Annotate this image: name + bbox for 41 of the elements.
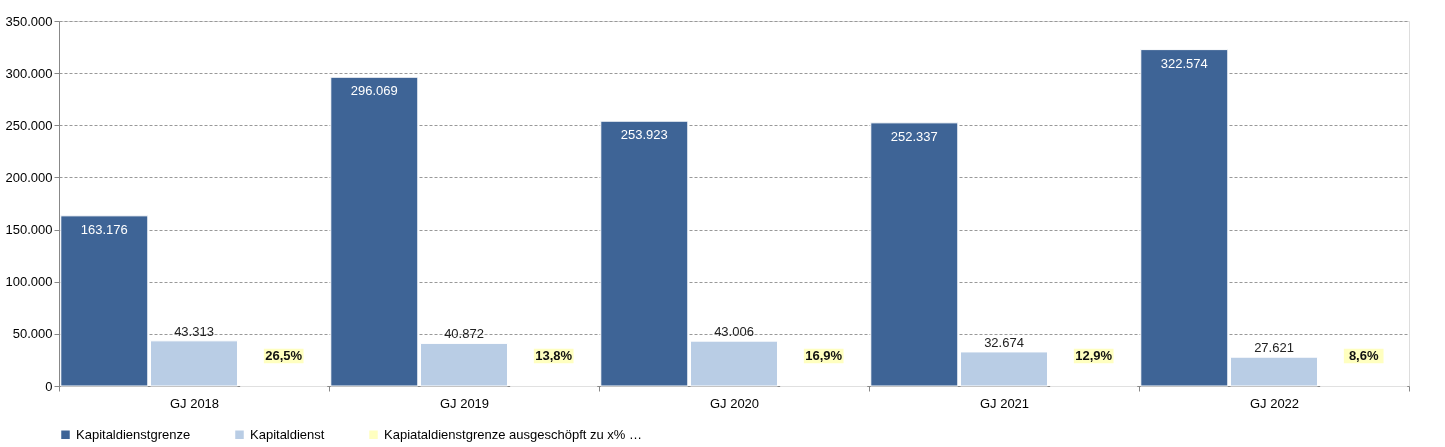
data-label: 40.872 <box>444 326 484 342</box>
bar <box>960 351 1048 387</box>
y-tick-label: 100.000 <box>5 274 53 290</box>
x-tick-label: GJ 2020 <box>709 395 760 411</box>
data-label: 13,8% <box>535 347 573 363</box>
y-tick-label: 300.000 <box>5 65 53 81</box>
y-tick-label: 150.000 <box>5 222 53 238</box>
bar <box>150 340 238 387</box>
data-label: 163.176 <box>80 221 128 237</box>
bar <box>1140 49 1229 387</box>
x-tick-label: GJ 2021 <box>979 395 1030 411</box>
data-label: 26,5% <box>265 347 303 363</box>
data-label: 43.006 <box>714 324 754 340</box>
data-label: 43.313 <box>174 323 214 339</box>
data-label: 252.337 <box>890 128 938 144</box>
data-label: 27.621 <box>1254 340 1294 356</box>
y-tick-label: 0 <box>45 378 53 394</box>
data-label: 12,9% <box>1075 347 1113 363</box>
data-label: 253.923 <box>620 127 668 143</box>
y-tick-label: 250.000 <box>5 117 53 133</box>
y-tick-label: 50.000 <box>12 326 53 342</box>
bar <box>1230 356 1318 387</box>
legend-label: Kapitaldienstgrenze <box>76 426 191 442</box>
x-tick-label: GJ 2018 <box>169 395 220 411</box>
data-label: 8,6% <box>1348 347 1379 363</box>
bar <box>60 215 149 387</box>
bar <box>600 120 689 387</box>
bar <box>420 342 508 387</box>
y-tick-label: 200.000 <box>5 169 53 185</box>
data-label: 16,9% <box>805 347 843 363</box>
bar <box>870 122 959 387</box>
x-tick-label: GJ 2019 <box>439 395 490 411</box>
data-label: 32.674 <box>984 334 1024 350</box>
bar <box>330 76 419 387</box>
legend-label: Kapitaldienst <box>250 426 325 442</box>
bar <box>690 340 778 387</box>
y-tick-label: 350.000 <box>5 13 53 29</box>
x-tick-label: GJ 2022 <box>1249 395 1300 411</box>
data-label: 322.574 <box>1160 55 1208 71</box>
legend-label: Kapiataldienstgrenze ausgeschöpft zu x% … <box>384 426 642 442</box>
data-label: 296.069 <box>350 83 398 99</box>
